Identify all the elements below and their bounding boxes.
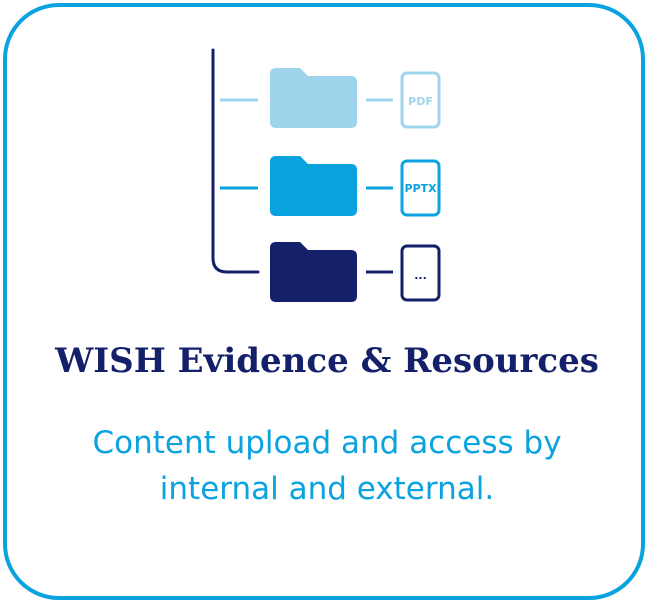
folder-icon-navy: [270, 242, 357, 302]
folder-tree-diagram: PDF PPTX ...: [211, 48, 441, 302]
folder-icon-light: [270, 68, 357, 128]
pptx-file-icon: [400, 159, 441, 217]
pptx-file-label: PPTX: [404, 182, 437, 195]
folder-icon-mid: [270, 156, 357, 216]
card-description-line-2: internal and external.: [159, 471, 495, 507]
card-description-line-1: Content upload and access by: [92, 425, 562, 461]
pdf-file-icon: [400, 71, 441, 129]
generic-file-icon: [400, 244, 441, 302]
pdf-file-label: PDF: [408, 95, 433, 108]
card-title: WISH Evidence & Resources: [55, 341, 599, 381]
card-description: Content upload and access by internal an…: [0, 420, 654, 512]
generic-file-label: ...: [414, 269, 427, 282]
tree-trunk-line: [211, 48, 260, 274]
